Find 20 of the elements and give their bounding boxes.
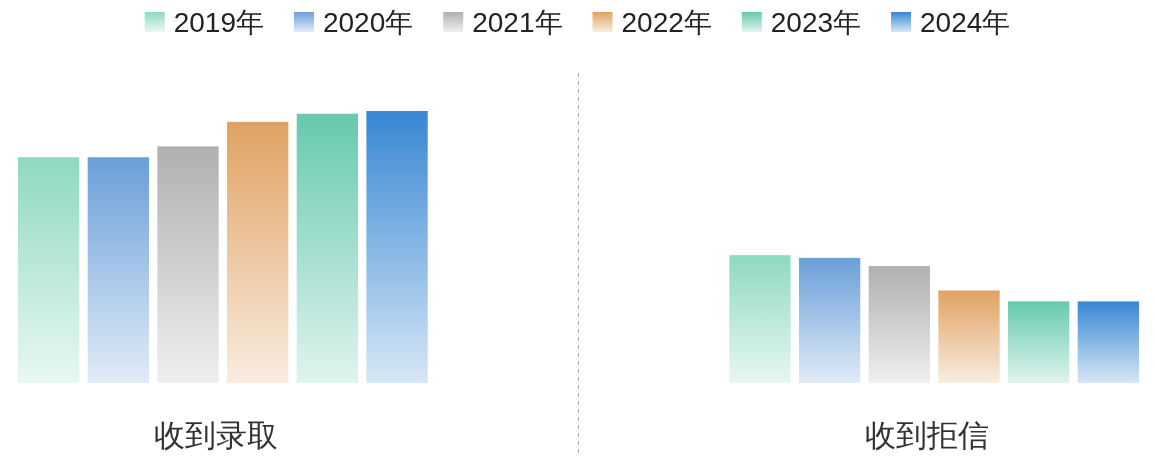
- legend-label: 2023年: [770, 6, 862, 38]
- legend-label: 2022年: [621, 6, 712, 38]
- x-tick-label: 收到录取: [153, 417, 278, 453]
- legend-label: 2021年: [472, 6, 563, 38]
- bar: [1008, 301, 1070, 383]
- bar: [938, 290, 1000, 383]
- bar: [296, 113, 359, 383]
- bar: [18, 157, 80, 383]
- legend-label: 2020年: [322, 6, 414, 38]
- legend-label: 2024年: [920, 6, 1011, 38]
- bar: [1077, 301, 1139, 383]
- bar: [868, 266, 930, 383]
- bar: [366, 111, 428, 383]
- bar: [798, 257, 861, 383]
- bar: [157, 146, 219, 383]
- bar: [87, 157, 149, 383]
- legend-label: 2019年: [173, 6, 264, 38]
- x-tick-label: 收到拒信: [865, 417, 990, 453]
- bar: [729, 255, 791, 383]
- bar: [227, 121, 289, 383]
